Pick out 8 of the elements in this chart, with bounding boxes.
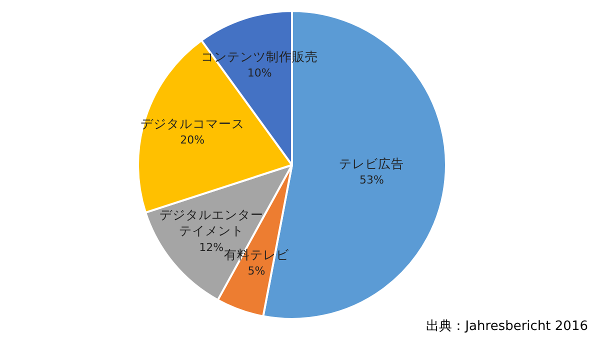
slice-label: デジタルエンターテイメント (159, 207, 264, 238)
source-note: 出典：Jahresbericht 2016 (426, 319, 588, 334)
data-label: 10% (247, 66, 272, 80)
data-label: 5% (248, 264, 266, 278)
data-label: 12% (199, 240, 224, 254)
data-label: 53% (360, 174, 384, 187)
slice-label: テレビ広告 (339, 156, 404, 171)
data-label: 20% (180, 134, 205, 147)
